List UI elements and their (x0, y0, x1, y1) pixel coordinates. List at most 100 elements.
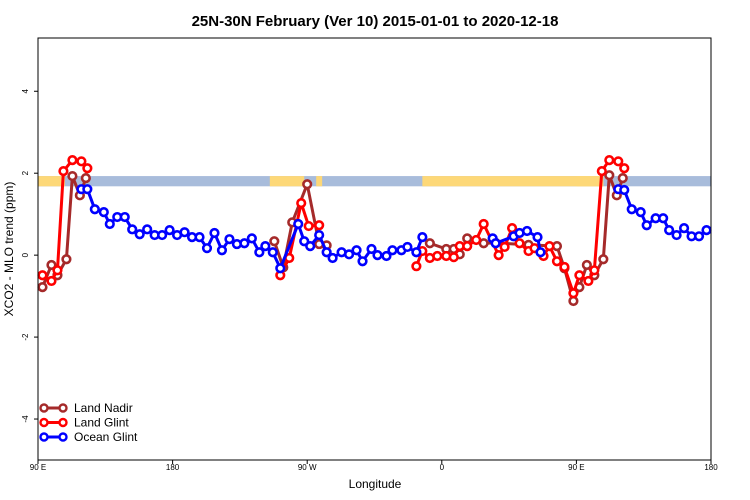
data-point (462, 241, 473, 252)
data-point (209, 227, 220, 239)
data-point (693, 231, 705, 242)
data-point (568, 295, 579, 307)
plot-frame (37, 37, 712, 461)
land-band-segment (422, 176, 604, 187)
data-point (305, 241, 316, 252)
data-point (46, 259, 57, 271)
data-point (619, 184, 630, 196)
data-point (490, 238, 501, 249)
data-point (604, 154, 615, 166)
data-point (664, 225, 675, 236)
data-point (372, 250, 383, 261)
data-point (119, 211, 130, 223)
data-point (314, 229, 325, 241)
series-line (429, 174, 625, 306)
data-point (604, 170, 615, 181)
legend-label: Ocean Glint (74, 430, 138, 444)
data-point (302, 179, 313, 190)
x-tick-label: 180 (704, 463, 718, 472)
data-point (61, 254, 72, 265)
data-point (357, 256, 368, 267)
data-point (658, 213, 669, 224)
series-ocean-glint (76, 184, 712, 274)
y-tick-label: 0 (21, 252, 30, 257)
data-point (583, 275, 594, 287)
data-point (589, 265, 600, 276)
data-point (67, 170, 78, 182)
land-band-segment (316, 176, 323, 187)
data-point (448, 252, 459, 263)
data-point (293, 218, 304, 230)
data-point (514, 238, 525, 249)
data-point (67, 154, 78, 166)
data-point (275, 263, 286, 274)
data-point (521, 225, 533, 237)
data-point (417, 232, 428, 243)
x-tick-label: 90 E (30, 463, 46, 472)
data-point (82, 184, 93, 195)
data-point (574, 270, 585, 281)
data-point (194, 232, 205, 243)
y-tick-label: -4 (21, 415, 30, 423)
data-point (164, 225, 175, 236)
land-band-segment (269, 176, 305, 187)
series-group (37, 154, 712, 307)
data-point (641, 220, 652, 231)
data-point (296, 198, 307, 209)
data-point (424, 238, 435, 249)
data-point (351, 245, 362, 256)
data-point (596, 166, 607, 177)
x-tick-label: 180 (166, 463, 180, 472)
data-point (269, 236, 280, 247)
series-land-glint (37, 154, 630, 299)
data-point (254, 247, 265, 258)
y-axis: -4 -2 0 2 4 (21, 88, 38, 423)
data-point (493, 250, 504, 261)
data-point (559, 261, 570, 273)
land-ocean-band (38, 176, 711, 187)
x-tick-label: 0 (440, 463, 445, 472)
data-point (76, 156, 87, 167)
data-point (617, 173, 628, 184)
y-tick-label: 2 (21, 170, 30, 175)
data-point (613, 156, 624, 167)
y-tick-label: -2 (21, 333, 30, 341)
data-point (411, 261, 422, 272)
data-point (568, 288, 579, 299)
data-point (46, 275, 57, 287)
legend-label: Land Nadir (74, 401, 133, 415)
data-point (544, 241, 555, 252)
data-point (478, 218, 489, 230)
data-point (471, 234, 482, 246)
data-point (239, 238, 250, 249)
data-point (626, 204, 637, 215)
data-point (127, 224, 138, 235)
data-point (387, 245, 398, 256)
data-point (260, 241, 271, 252)
ocean-band (38, 176, 711, 187)
data-point (267, 247, 278, 258)
data-point (581, 259, 592, 271)
legend-marker (39, 403, 49, 413)
data-point (82, 163, 93, 174)
data-point (321, 247, 332, 258)
data-point (80, 173, 91, 184)
data-point (37, 270, 48, 281)
data-point (462, 233, 473, 244)
chart-title: 25N-30N February (Ver 10) 2015-01-01 to … (192, 13, 559, 30)
data-point (179, 227, 190, 238)
data-point (246, 233, 257, 244)
data-point (381, 250, 392, 262)
data-point (619, 163, 630, 174)
y-axis-label: XCO2 - MLO trend (ppm) (2, 182, 16, 317)
data-point (52, 265, 63, 276)
data-point (89, 204, 100, 215)
data-point (104, 218, 115, 230)
x-tick-label: 90 W (298, 463, 317, 472)
data-point (432, 250, 443, 262)
x-tick-label: 90 E (568, 463, 584, 472)
data-point (506, 223, 518, 234)
data-point (366, 243, 377, 255)
